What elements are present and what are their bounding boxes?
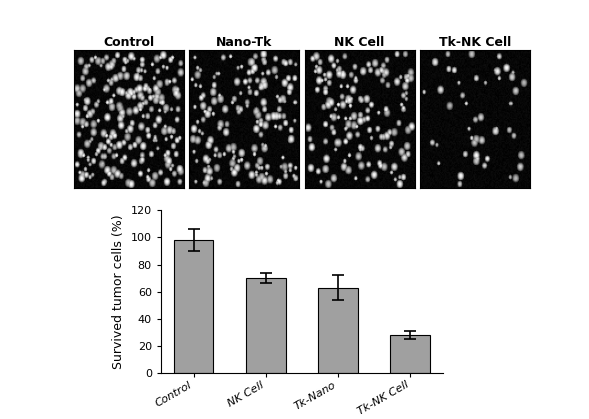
Title: Nano-Tk: Nano-Tk — [216, 36, 272, 49]
Bar — [246, 278, 286, 373]
Bar — [318, 287, 358, 373]
Bar — [174, 240, 213, 373]
Title: Tk-NK Cell: Tk-NK Cell — [439, 36, 511, 49]
Bar — [391, 335, 430, 373]
Title: NK Cell: NK Cell — [335, 36, 385, 49]
Y-axis label: Survived tumor cells (%): Survived tumor cells (%) — [112, 214, 125, 369]
Title: Control: Control — [103, 36, 154, 49]
